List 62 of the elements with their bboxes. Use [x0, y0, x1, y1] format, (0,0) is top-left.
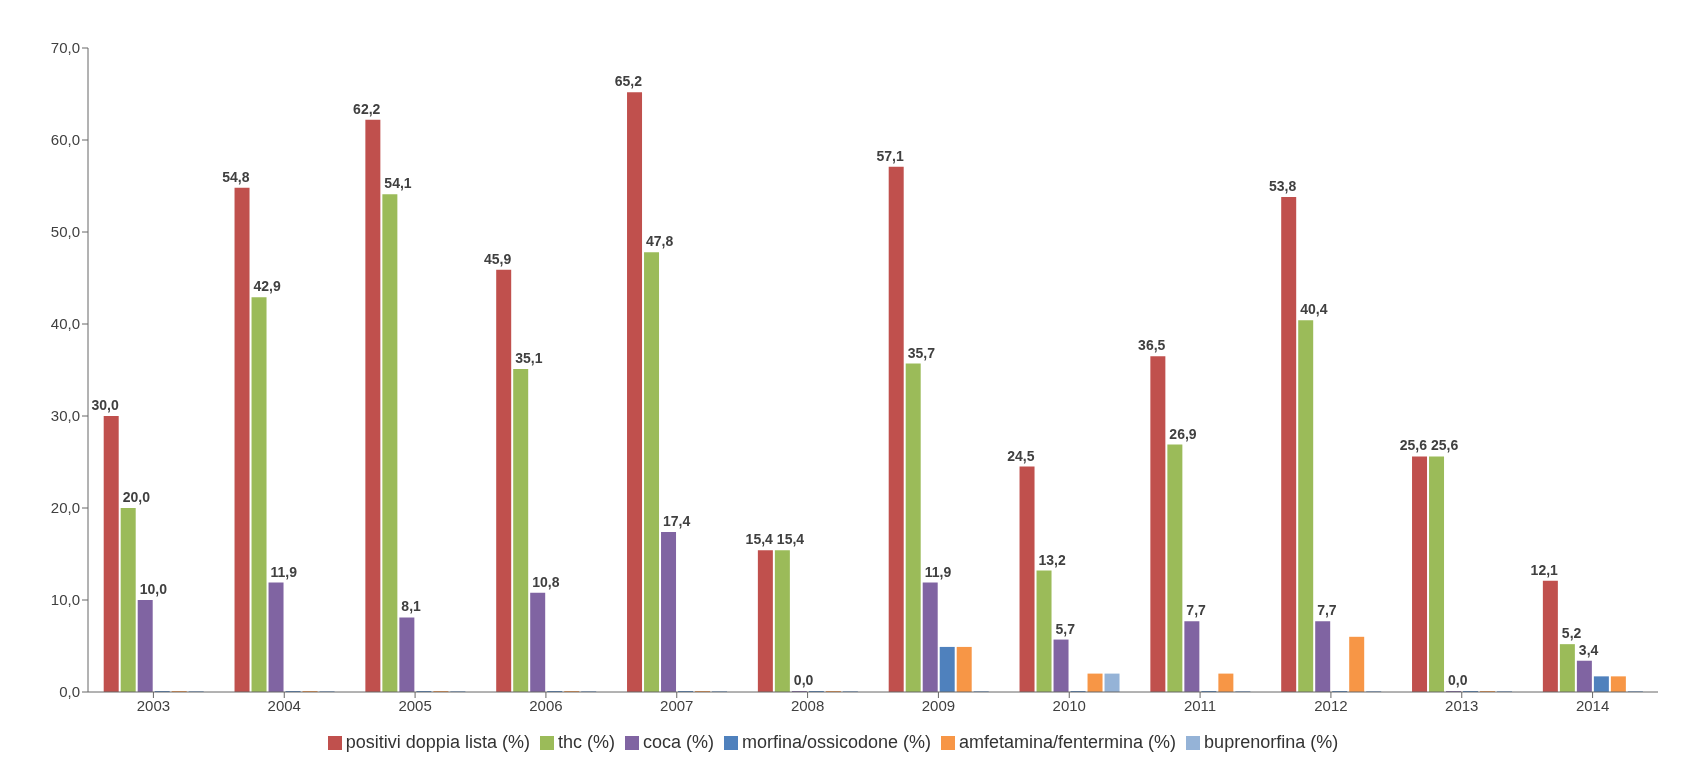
data-label: 57,1: [876, 147, 904, 164]
x-tick-label: 2013: [1445, 696, 1479, 714]
data-label: 30,0: [91, 397, 119, 413]
data-label: 17,4: [663, 512, 691, 529]
data-label: 7,7: [1317, 602, 1337, 619]
data-label: 35,7: [907, 344, 936, 361]
data-label: 24,5: [1007, 447, 1035, 464]
legend-label: amfetamina/fentermina (%): [959, 732, 1177, 752]
data-label: 10,0: [139, 581, 168, 597]
data-label: 10,8: [532, 573, 560, 590]
data-label: 47,8: [646, 233, 674, 250]
data-label: 15,4: [776, 531, 805, 548]
x-tick-label: 2011: [1183, 696, 1217, 714]
legend-label: buprenorfina (%): [1204, 732, 1339, 752]
y-tick-label: 0,0: [59, 683, 80, 701]
data-label: 36,5: [1138, 337, 1166, 354]
legend-label: coca (%): [642, 732, 714, 752]
data-label: 45,9: [483, 250, 512, 267]
data-label: 5,7: [1055, 620, 1076, 637]
x-tick-label: 2014: [1575, 696, 1610, 714]
y-tick-label: 30,0: [50, 407, 80, 425]
data-label: 54,1: [384, 175, 412, 192]
x-tick-label: 2003: [136, 696, 171, 714]
data-label: 15,4: [745, 531, 774, 548]
data-label: 11,9: [270, 563, 298, 580]
data-label: 53,8: [1268, 178, 1297, 195]
data-label: 20,0: [122, 489, 151, 505]
x-tick-label: 2006: [529, 696, 563, 714]
x-tick-label: 2004: [267, 696, 301, 714]
y-tick-label: 50,0: [50, 223, 80, 241]
x-tick-label: 2009: [921, 696, 956, 714]
data-label: 0,0: [793, 672, 814, 688]
y-tick-label: 60,0: [50, 131, 80, 149]
data-label: 54,8: [222, 168, 250, 185]
data-label: 13,2: [1038, 551, 1066, 568]
x-tick-label: 2007: [660, 696, 694, 714]
x-tick-label: 2005: [398, 696, 432, 714]
y-tick-label: 10,0: [50, 591, 80, 609]
data-label: 65,2: [614, 73, 643, 90]
legend-label: morfina/ossicodone (%): [741, 732, 932, 752]
data-label: 3,4: [1578, 641, 1599, 658]
data-label: 35,1: [515, 350, 543, 367]
data-label: 8,1: [401, 598, 422, 615]
data-label: 7,7: [1186, 602, 1207, 619]
data-label: 5,2: [1561, 625, 1582, 642]
y-tick-label: 20,0: [50, 499, 80, 517]
data-label: 0,0: [1448, 672, 1468, 688]
x-tick-label: 2010: [1052, 696, 1086, 714]
x-tick-label: 2008: [790, 696, 825, 714]
data-label: 62,2: [353, 100, 381, 117]
data-label: 25,6: [1431, 437, 1459, 454]
data-label: 11,9: [924, 563, 952, 580]
data-label: 26,9: [1169, 425, 1197, 442]
data-label: 12,1: [1530, 561, 1559, 578]
data-label: 40,4: [1300, 301, 1328, 318]
x-tick-label: 2012: [1314, 696, 1348, 714]
y-tick-label: 40,0: [50, 315, 80, 333]
y-tick-label: 70,0: [50, 39, 80, 57]
legend-label: thc (%): [557, 732, 615, 752]
data-label: 25,6: [1399, 437, 1428, 454]
data-label: 42,9: [253, 278, 281, 295]
legend-label: positivi doppia lista (%): [345, 732, 530, 752]
